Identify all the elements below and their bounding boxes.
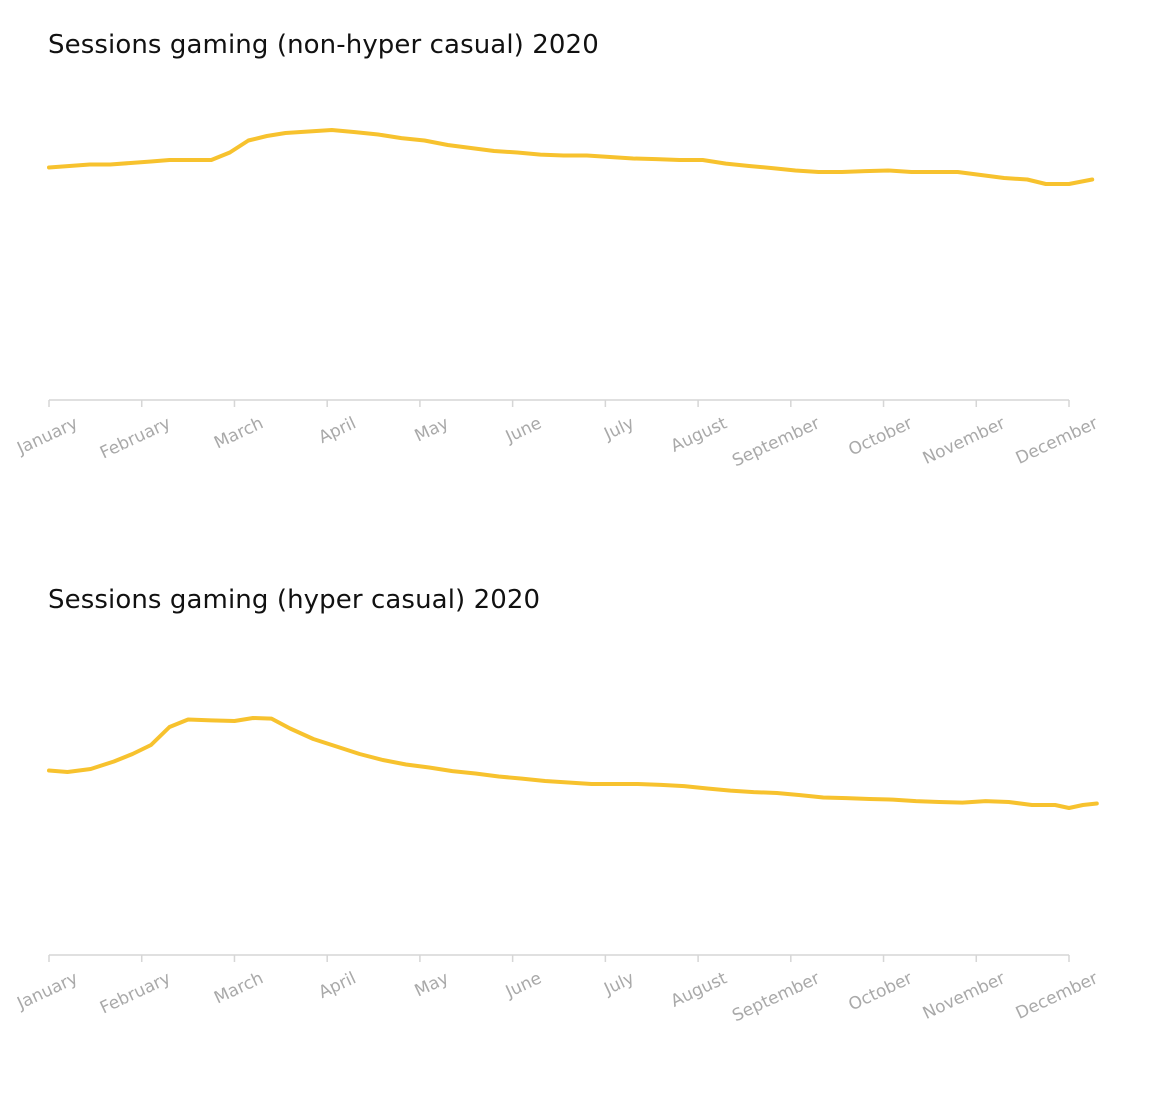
x-tick-label: May [412,413,452,446]
x-tick-label: April [316,968,360,1003]
chart-plot: January February March April May June July Augu… [13,716,1101,1026]
x-tick-label: December [1013,413,1101,468]
x-tick-label: September [729,968,823,1026]
x-tick-label: March [211,413,266,453]
x-tick-label: November [920,968,1009,1024]
chart-title: Sessions gaming (hyper casual) 2020 [48,585,541,615]
series-line [47,716,1099,810]
x-tick-label: August [668,968,731,1011]
x-tick-label: June [502,413,545,447]
x-tick-label: February [97,413,174,463]
x-tick-label: October [846,968,916,1015]
x-tick-label: January [13,413,81,459]
chart-non-hyper-casual: Sessions gaming (non-hyper casual) 2020 … [0,0,1170,540]
x-tick-label: July [600,413,637,444]
x-tick-label: January [13,968,81,1014]
x-tick-label: December [1013,968,1101,1023]
x-tick-label: August [668,413,731,456]
x-tick-label: February [97,968,174,1018]
x-tick-label: April [316,413,360,448]
x-tick-label: October [846,413,916,460]
series-line [47,128,1095,186]
x-tick-label: July [600,968,637,999]
chart-plot: January February March April May June July Augu… [13,128,1101,471]
chart-hyper-casual: Sessions gaming (hyper casual) 2020 Janu… [0,555,1170,1095]
x-tick-label: May [412,968,452,1001]
x-tick-label: March [211,968,266,1008]
x-tick-label: November [920,413,1009,469]
chart-title: Sessions gaming (non-hyper casual) 2020 [48,30,599,60]
x-tick-label: June [502,968,545,1002]
x-tick-label: September [729,413,823,471]
